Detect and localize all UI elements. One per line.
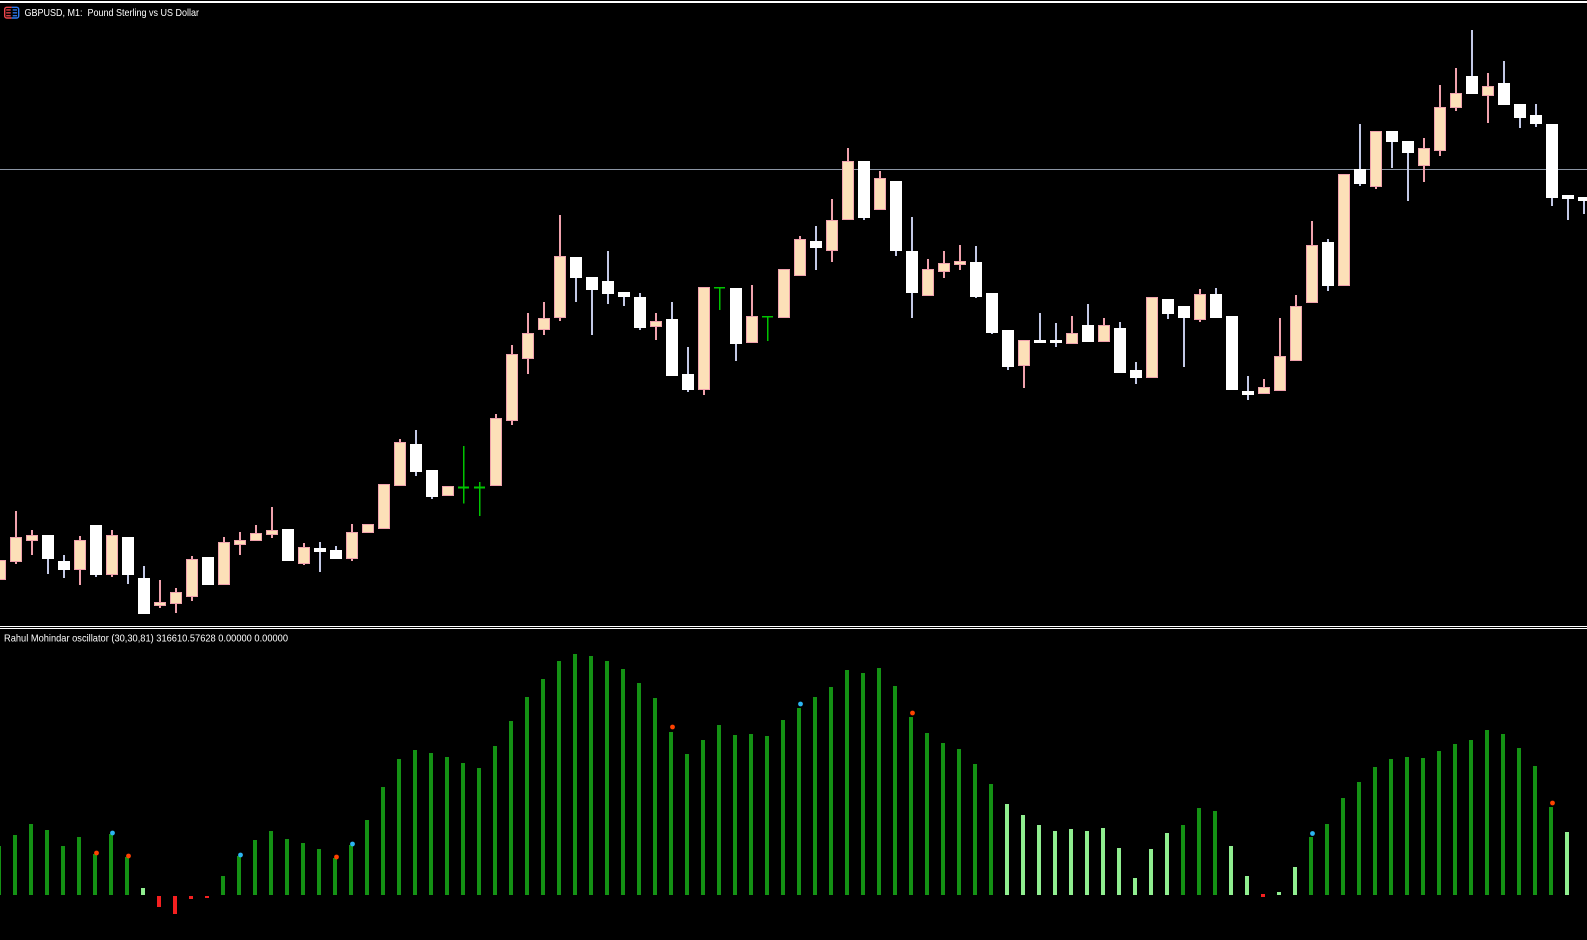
svg-text:Rahul Mohindar oscillator (30,: Rahul Mohindar oscillator (30,30,81) 316… [4,633,288,645]
svg-text:GBPUSD, M1: Pound Sterling vs: GBPUSD, M1: Pound Sterling vs US Dollar [25,7,200,19]
